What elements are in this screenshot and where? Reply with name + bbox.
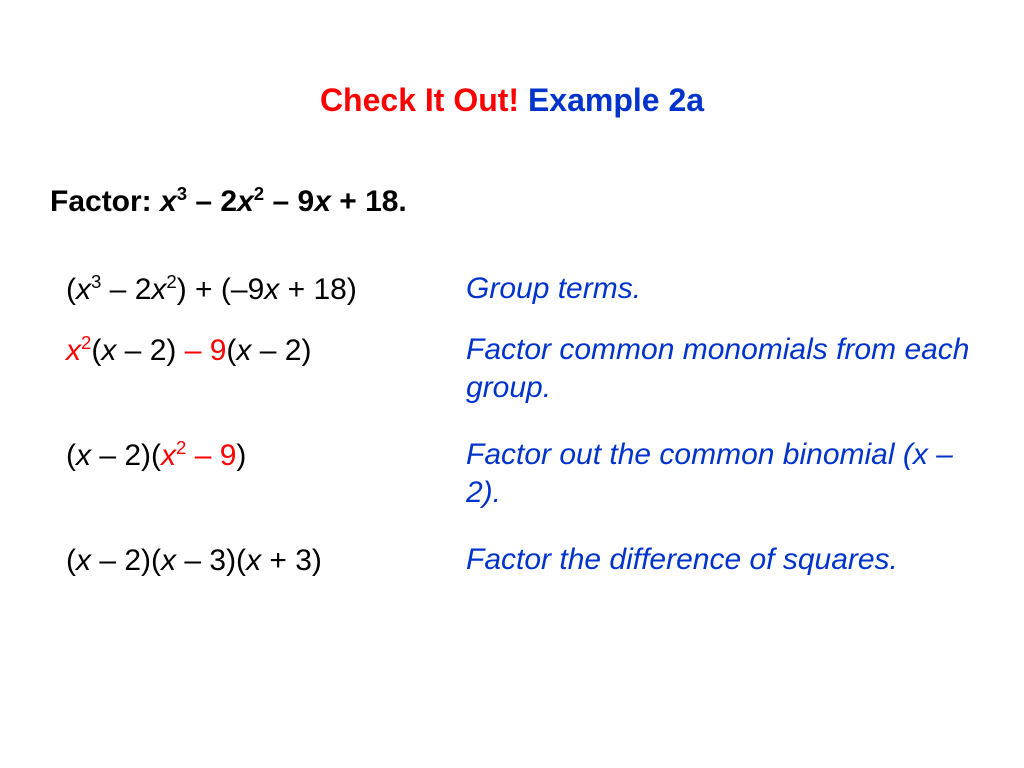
prompt-var2: x [237,185,254,218]
prompt-var3: x [314,185,331,218]
prompt-var1: x [160,185,177,218]
step-explanation: Factor out the common binomial (x – 2). [466,436,974,511]
step-row: (x – 2)(x – 3)(x + 3) Factor the differe… [66,541,974,580]
title-part1: Check It Out! [320,82,519,118]
step-row: (x3 – 2x2) + (–9x + 18) Group terms. [66,270,974,309]
slide-title: Check It Out! Example 2a [0,82,1024,119]
step-explanation: Group terms. [466,270,974,308]
prompt-label: Factor: [50,185,152,218]
step-expression: x2(x – 2) – 9(x – 2) [66,331,466,370]
step-row: x2(x – 2) – 9(x – 2) Factor common monom… [66,331,974,406]
step-explanation: Factor common monomials from each group. [466,331,974,406]
factor-prompt: Factor: x3 – 2x2 – 9x + 18. [50,185,407,219]
step-expression: (x3 – 2x2) + (–9x + 18) [66,270,466,309]
slide: Check It Out! Example 2a Factor: x3 – 2x… [0,0,1024,768]
step-expression: (x – 2)(x2 – 9) [66,436,466,475]
steps-container: (x3 – 2x2) + (–9x + 18) Group terms. x2(… [66,270,974,602]
step-expression: (x – 2)(x – 3)(x + 3) [66,541,466,580]
title-part2: Example 2a [528,82,704,118]
step-explanation: Factor the difference of squares. [466,541,974,579]
step-row: (x – 2)(x2 – 9) Factor out the common bi… [66,436,974,511]
